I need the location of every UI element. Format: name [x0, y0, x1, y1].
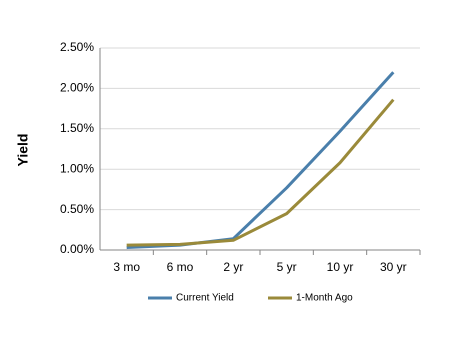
series-line — [126, 71, 395, 250]
y-tick-label: 0.50% — [60, 202, 94, 216]
y-tick-label: 2.00% — [60, 81, 94, 95]
y-tick-label: 1.50% — [60, 121, 94, 135]
y-tick-label: 2.50% — [60, 40, 94, 54]
series-line — [126, 98, 395, 247]
y-axis-label: Yield — [15, 134, 31, 167]
legend-text: 1-Month Ago — [296, 293, 353, 304]
x-tick-label: 30 yr — [380, 260, 407, 274]
y-tick-label: 0.00% — [60, 242, 94, 256]
x-tick-label: 2 yr — [223, 260, 243, 274]
y-tick-label: 1.00% — [60, 161, 94, 175]
x-tick-label: 5 yr — [277, 260, 297, 274]
x-tick-label: 6 mo — [167, 260, 194, 274]
x-tick-label: 10 yr — [327, 260, 354, 274]
legend-text: Current Yield — [176, 293, 234, 304]
x-tick-label: 3 mo — [113, 260, 140, 274]
